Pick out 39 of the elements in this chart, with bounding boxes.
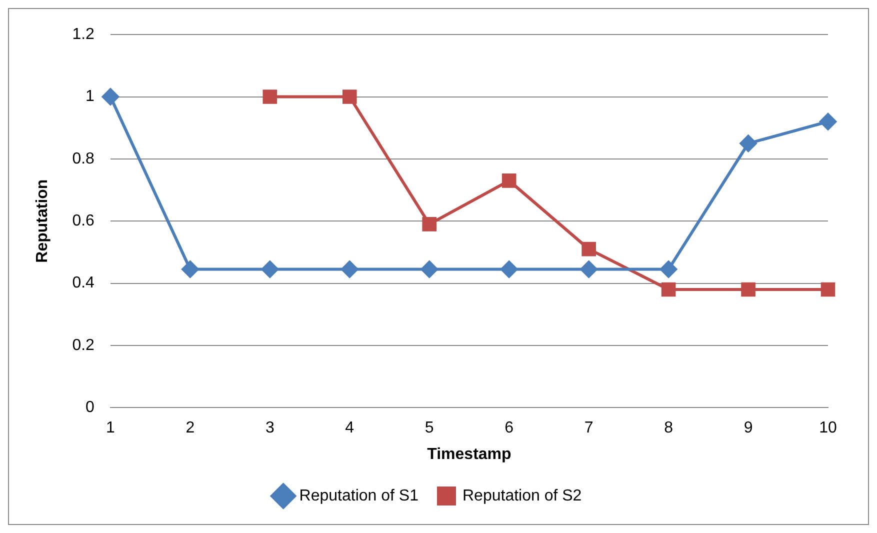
x-tick-label: 9 xyxy=(744,420,753,437)
point xyxy=(820,113,836,130)
legend-label: Reputation of S1 xyxy=(299,487,419,504)
point xyxy=(102,88,119,106)
point xyxy=(341,260,358,278)
point xyxy=(502,174,516,188)
y-tick-label: 1.2 xyxy=(72,26,95,44)
point xyxy=(820,282,836,297)
point xyxy=(661,282,676,297)
point xyxy=(500,260,518,278)
x-tick-label: 1 xyxy=(106,420,115,437)
y-tick-label: 0.8 xyxy=(72,150,95,168)
point xyxy=(741,282,756,297)
x-tick-label: 5 xyxy=(424,420,434,437)
point xyxy=(420,260,438,278)
y-tick-label: 0.4 xyxy=(72,274,95,292)
y-tick-label: 0.2 xyxy=(72,336,95,354)
x-tick-label: 7 xyxy=(584,420,594,437)
point xyxy=(261,260,278,278)
point xyxy=(182,260,199,278)
point xyxy=(580,260,598,278)
y-axis-title: Reputation xyxy=(34,179,52,263)
x-tick-label: 8 xyxy=(664,420,674,437)
x-tick-label: 2 xyxy=(186,420,195,437)
point xyxy=(262,90,278,104)
point xyxy=(422,217,437,232)
point xyxy=(660,260,678,278)
x-tick-label: 6 xyxy=(504,420,514,437)
y-tick-label: 0 xyxy=(86,399,95,416)
point xyxy=(342,90,357,104)
legend-label: Reputation of S2 xyxy=(462,487,582,504)
x-tick-label: 4 xyxy=(345,420,354,437)
x-tick-label: 3 xyxy=(265,420,274,437)
y-tick-label: 0.6 xyxy=(72,212,95,230)
point xyxy=(582,242,596,256)
point xyxy=(740,134,757,152)
y-tick-label: 1 xyxy=(86,88,95,106)
x-tick-label: 10 xyxy=(819,420,837,437)
x-axis-title: Timestamp xyxy=(427,446,512,463)
